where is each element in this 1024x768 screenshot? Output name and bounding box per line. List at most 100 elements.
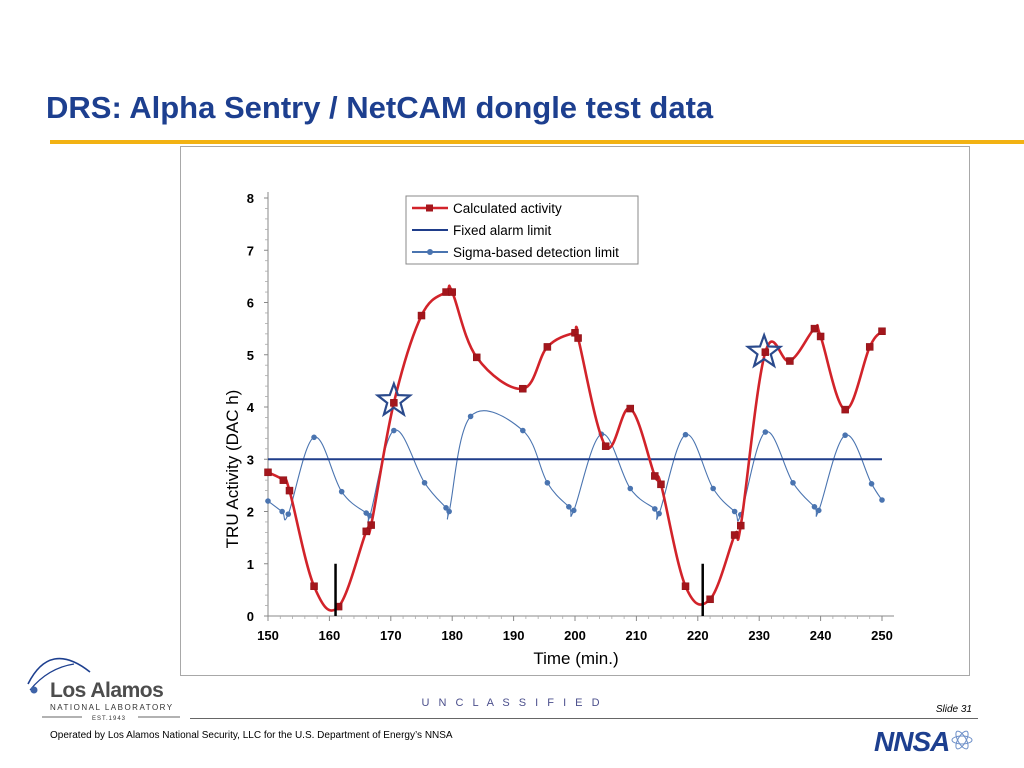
data-point: [285, 511, 292, 517]
chart-legend: Calculated activity Fixed alarm limit Sigm…: [405, 195, 639, 265]
data-point: [878, 327, 886, 335]
data-point: [811, 503, 818, 510]
y-tick-label: 6: [247, 296, 254, 311]
chart-axes: 0 1 2 3 4 5 6 7 8 150 160 170 180 190 200 210 220 230 240 2…: [247, 191, 894, 643]
x-tick-label: 160: [319, 628, 341, 643]
data-point: [446, 508, 452, 515]
data-point: [279, 476, 288, 484]
x-tick-label: 180: [441, 628, 463, 643]
y-tick-label: 4: [247, 400, 255, 415]
data-point: [730, 531, 739, 539]
lanl-established: EST.1943: [92, 716, 127, 722]
series-calculated-activity: [264, 284, 886, 612]
activity-chart: 0 1 2 3 4 5 6 7 8 150 160 170 180 190 200 210 220 230 240 2…: [223, 191, 894, 668]
x-tick-label: 190: [503, 628, 525, 643]
y-axis-label: TRU Activity (DAC h): [223, 390, 242, 549]
y-tick-label: 0: [247, 609, 254, 624]
data-point: [790, 479, 796, 486]
x-tick-label: 210: [626, 628, 648, 643]
x-tick-label: 220: [687, 628, 709, 643]
slide-title: DRS: Alpha Sentry / NetCAM dongle test d…: [46, 90, 714, 125]
data-point: [519, 384, 527, 393]
legend-label: Fixed alarm limit: [453, 223, 552, 238]
data-point: [651, 472, 659, 480]
nnsa-logo-icon: NNSA: [874, 726, 973, 756]
data-point: [810, 324, 819, 333]
data-point: [865, 343, 874, 351]
data-point: [574, 334, 582, 342]
data-point: [626, 404, 635, 413]
lanl-name: Los Alamos: [50, 679, 164, 702]
series-line: [267, 410, 883, 524]
data-point: [710, 485, 716, 492]
star-annotation: [374, 380, 414, 418]
footer-divider: [190, 718, 978, 719]
data-point: [761, 348, 770, 356]
data-point: [706, 595, 714, 604]
data-point: [816, 332, 825, 341]
x-tick-label: 200: [564, 628, 586, 643]
data-point: [601, 442, 610, 450]
data-point: [879, 497, 885, 503]
star-annotation: [744, 331, 784, 369]
data-point: [390, 399, 398, 407]
title-underline: [50, 140, 1024, 144]
data-point: [367, 512, 373, 519]
data-point: [520, 427, 526, 434]
data-point: [566, 503, 572, 510]
data-point: [737, 521, 745, 530]
data-point: [627, 485, 634, 492]
y-tick-label: 5: [247, 348, 254, 363]
data-point: [656, 510, 662, 517]
data-point: [279, 508, 285, 515]
data-point: [448, 288, 456, 296]
y-tick-label: 8: [247, 191, 254, 206]
data-point: [310, 582, 318, 590]
data-point: [417, 311, 426, 320]
data-point: [815, 507, 822, 514]
x-tick-label: 240: [810, 628, 832, 643]
lanl-subtitle: NATIONAL LABORATORY: [50, 703, 174, 712]
data-point: [681, 582, 690, 590]
x-tick-label: 230: [748, 628, 770, 643]
data-point: [786, 357, 794, 365]
series-sigma-based-detection-limit: [265, 410, 885, 524]
data-point: [657, 480, 665, 489]
data-point: [391, 427, 397, 434]
svg-text:NNSA: NNSA: [874, 726, 949, 756]
legend-marker: [426, 204, 433, 212]
legend-marker: [427, 249, 433, 255]
footer-text: Operated by Los Alamos National Security…: [50, 730, 453, 741]
y-tick-label: 3: [247, 452, 254, 467]
data-point: [362, 527, 370, 536]
y-tick-label: 1: [247, 557, 254, 572]
data-point: [338, 488, 345, 495]
x-tick-label: 150: [257, 628, 279, 643]
x-tick-label: 250: [871, 628, 893, 643]
data-point: [868, 481, 875, 487]
data-point: [841, 405, 849, 414]
data-point: [265, 498, 271, 504]
data-point: [762, 429, 769, 435]
chart-annotations: [334, 331, 784, 616]
data-point: [443, 505, 449, 511]
data-point: [473, 353, 481, 362]
y-tick-label: 2: [247, 505, 254, 520]
data-point: [367, 521, 375, 529]
data-point: [682, 431, 689, 438]
data-point: [543, 343, 552, 351]
x-axis-label: Time (min.): [533, 649, 618, 668]
legend-label: Calculated activity: [453, 201, 562, 216]
data-point: [731, 508, 738, 515]
data-point: [421, 479, 428, 486]
y-tick-label: 7: [247, 243, 254, 258]
lanl-logo-icon: [27, 657, 180, 718]
classification-label: U N C L A S S I F I E D: [421, 697, 603, 709]
data-point: [652, 506, 658, 512]
data-point: [467, 413, 474, 420]
slide-number: Slide 31: [935, 704, 972, 715]
data-point: [285, 486, 294, 495]
data-point: [570, 507, 577, 514]
data-point: [544, 479, 551, 486]
chart-series: [264, 284, 886, 612]
